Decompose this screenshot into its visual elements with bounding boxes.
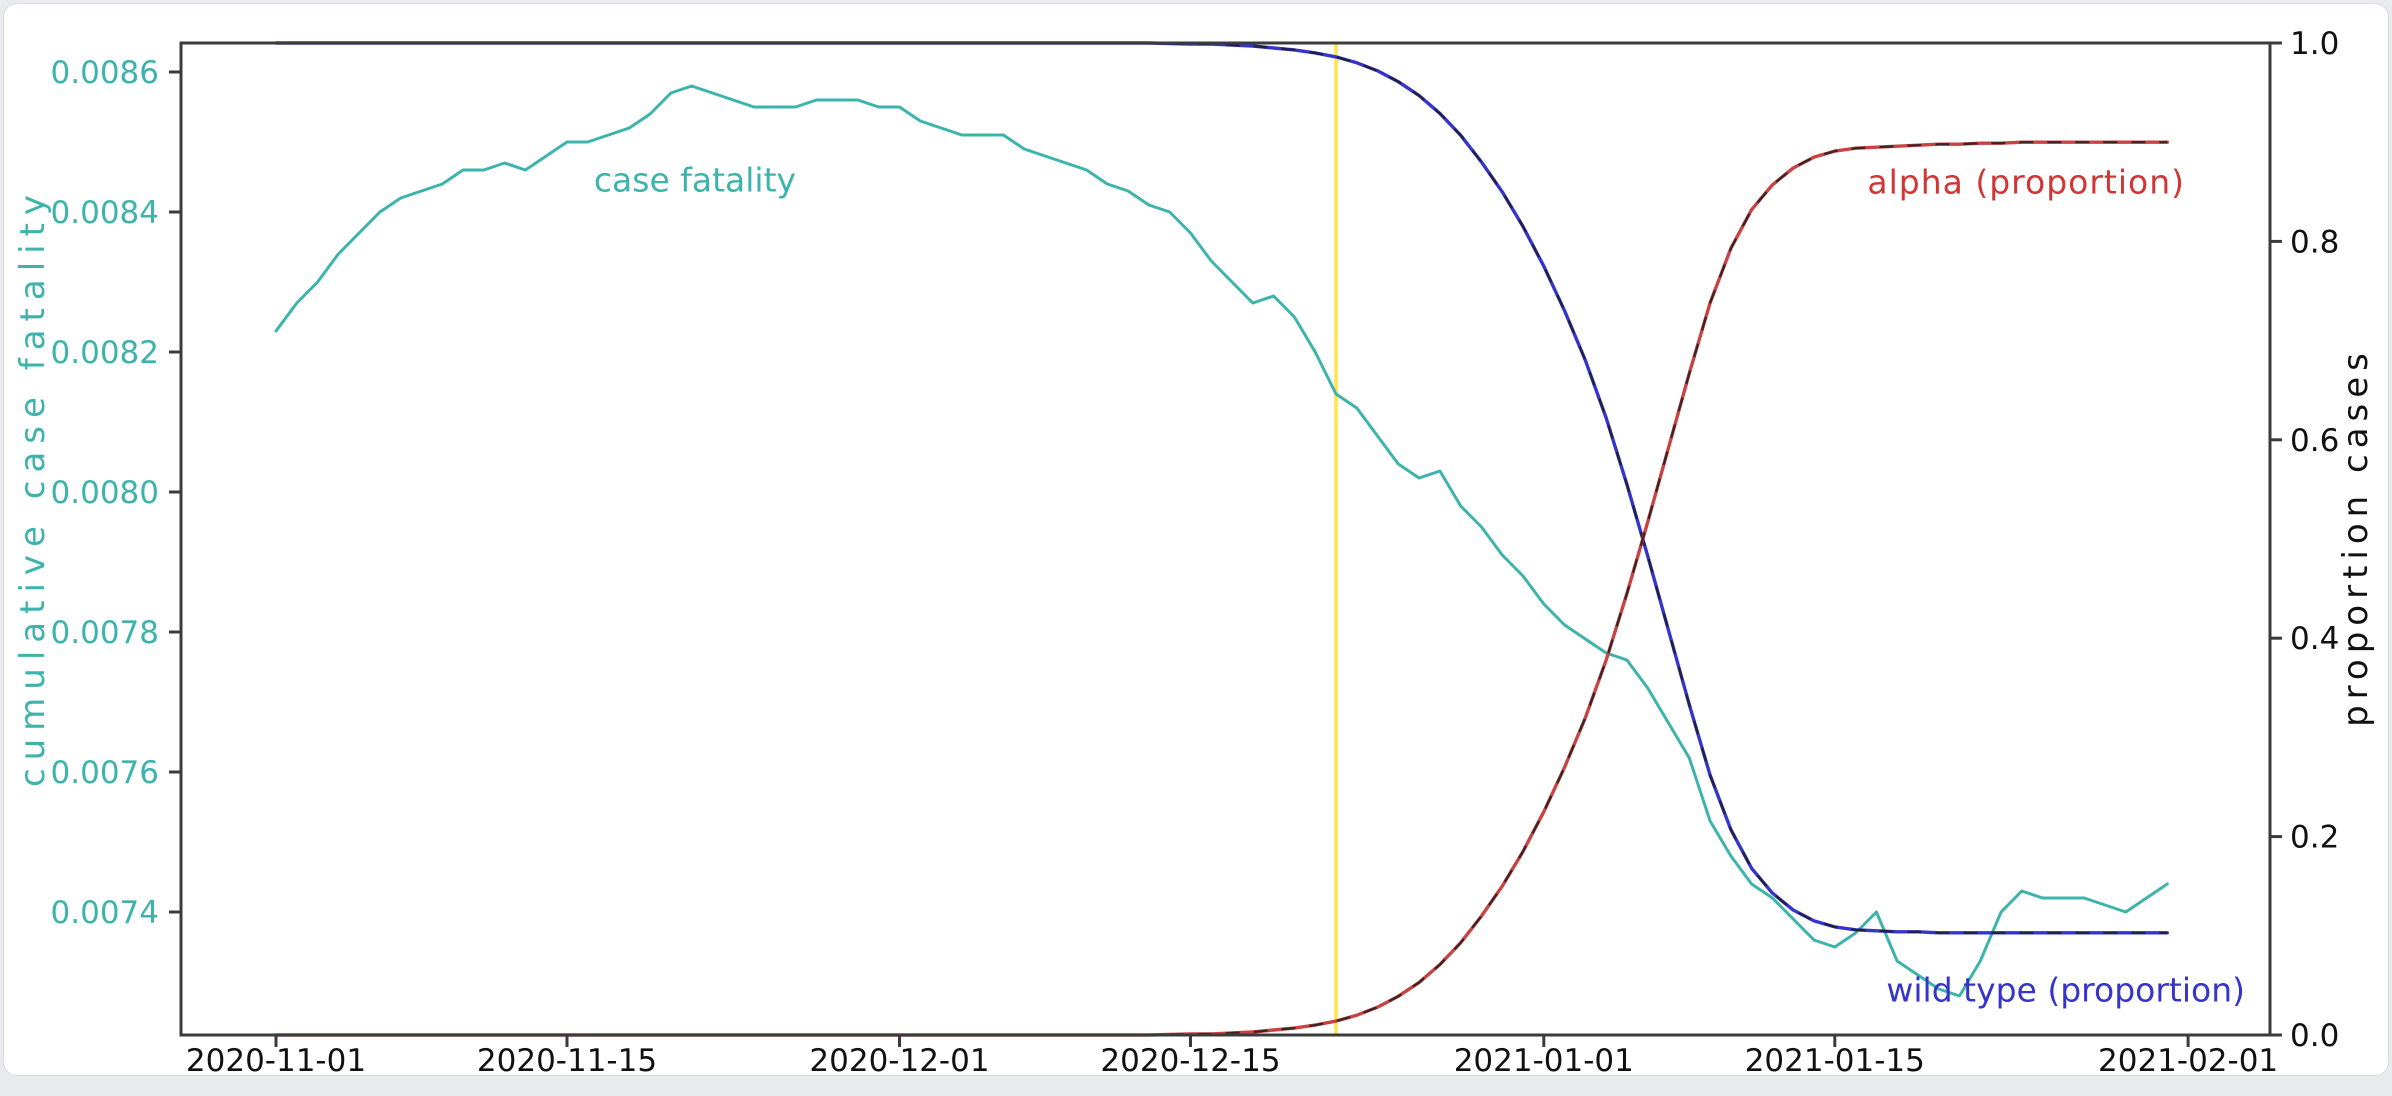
x-axis-tick-label: 2021-01-15 bbox=[1745, 1043, 1925, 1079]
left-axis-tick-label: 0.0074 bbox=[51, 895, 159, 931]
right-axis-tick-label: 0.2 bbox=[2290, 820, 2339, 856]
left-axis-tick-label: 0.0082 bbox=[51, 335, 159, 371]
right-axis-tick-label: 0.4 bbox=[2290, 621, 2339, 657]
x-axis-tick-label: 2020-11-15 bbox=[477, 1043, 657, 1079]
x-axis-tick-label: 2020-12-01 bbox=[809, 1043, 989, 1079]
left-axis-tick-label: 0.0080 bbox=[51, 475, 159, 511]
right-axis-tick-label: 0.0 bbox=[2290, 1018, 2339, 1054]
alpha-proportion-model-fit-dashes bbox=[1169, 141, 2168, 1036]
left-axis-tick-label: 0.0084 bbox=[51, 195, 159, 231]
right-axis-tick-label: 0.6 bbox=[2290, 423, 2339, 459]
alpha-proportion-annotation: alpha (proportion) bbox=[1867, 162, 2185, 202]
figure-card bbox=[3, 3, 2389, 1076]
x-axis-tick-label: 2020-12-15 bbox=[1100, 1043, 1280, 1079]
right-axis-tick-label: 0.8 bbox=[2290, 224, 2339, 260]
alpha-proportion-line bbox=[274, 140, 2170, 1037]
plot-border bbox=[179, 41, 2272, 1037]
wild-type-proportion-annotation: wild type (proportion) bbox=[1886, 970, 2245, 1010]
case-fatality-annotation: case fatality bbox=[593, 160, 797, 200]
left-axis-tick-label: 0.0078 bbox=[51, 615, 159, 651]
left-axis-tick-label: 0.0076 bbox=[51, 755, 159, 791]
right-axis-tick-label: 1.0 bbox=[2290, 26, 2339, 62]
x-axis-tick-label: 2021-02-01 bbox=[2098, 1043, 2278, 1079]
left-axis-tick-label: 0.0086 bbox=[51, 55, 159, 91]
right-axis-title: proportion cases bbox=[2336, 347, 2376, 727]
wild-type-proportion-model-fit-dashes bbox=[1169, 42, 2168, 934]
left-axis-title: cumulative case fatality bbox=[13, 186, 53, 788]
x-axis-tick-label: 2021-01-01 bbox=[1454, 1043, 1634, 1079]
case-fatality-line bbox=[274, 84, 2169, 998]
x-axis-tick-label: 2020-11-01 bbox=[186, 1043, 366, 1079]
